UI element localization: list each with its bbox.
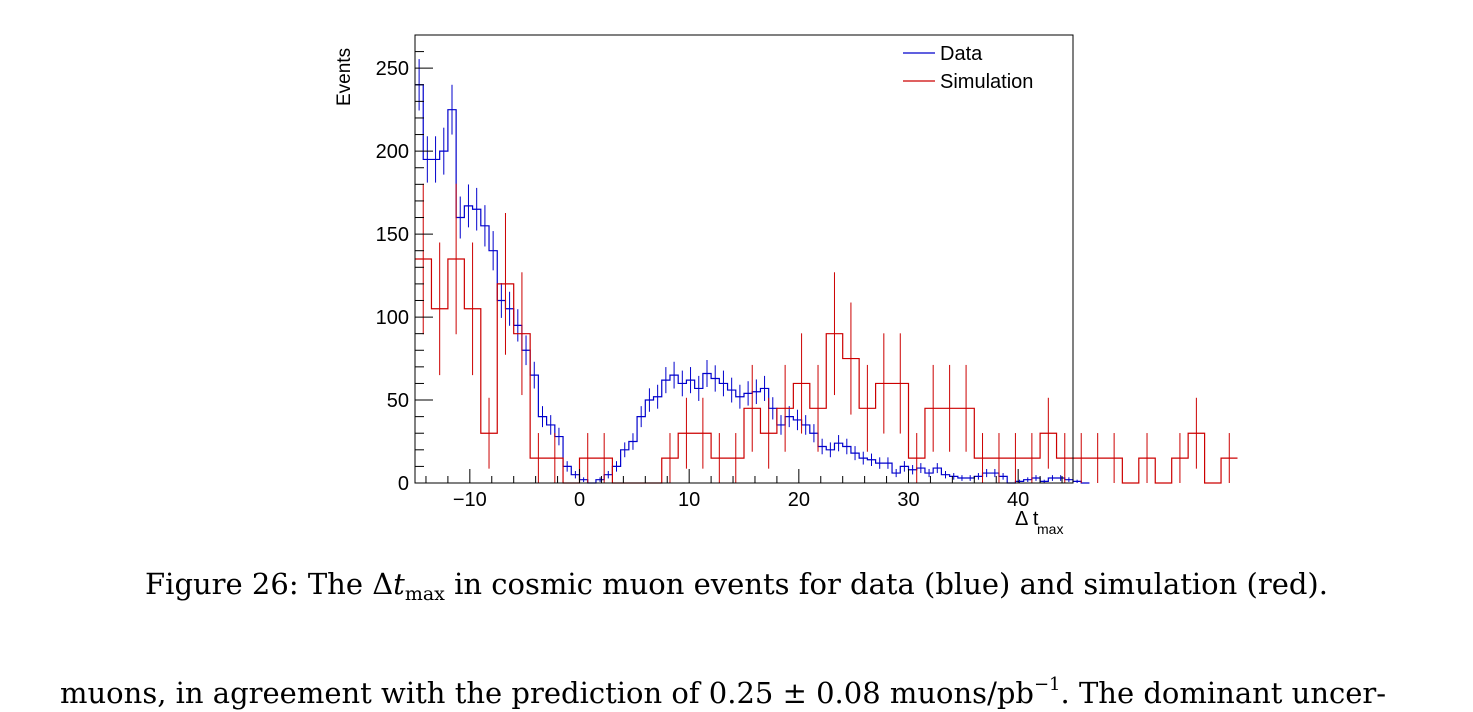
- body-text-after: . The dominant uncer-: [1060, 676, 1387, 710]
- body-text-before: muons, in agreement with the prediction …: [60, 676, 1034, 710]
- caption-suffix: in cosmic muon events for data (blue) an…: [444, 567, 1328, 601]
- histogram-figure: 0 50 100 150 200 250 −10 0 10 20 30 40 Events Δ tmax D…: [334, 34, 1238, 537]
- y-axis-title: Events: [334, 48, 355, 106]
- y-tick-label: 100: [376, 307, 409, 329]
- x-tick-label: −10: [453, 489, 487, 511]
- legend-label-data: Data: [940, 43, 983, 65]
- x-tick-label: 0: [574, 489, 585, 511]
- plot-frame: [414, 34, 1074, 484]
- y-tick-label: 50: [387, 390, 409, 412]
- y-tick-label: 250: [376, 58, 409, 80]
- body-paragraph: muons, in agreement with the prediction …: [60, 674, 1460, 710]
- x-tick-label: 10: [678, 489, 700, 511]
- y-tick-label: 150: [376, 224, 409, 246]
- caption-delta: Δ: [372, 567, 394, 601]
- body-text-sup: −1: [1033, 674, 1061, 695]
- caption-sub: max: [404, 583, 445, 605]
- caption-t: t: [393, 567, 405, 601]
- x-tick-label: 20: [788, 489, 810, 511]
- y-tick-label: 200: [376, 141, 409, 163]
- y-tick-label: 0: [398, 473, 409, 495]
- caption-prefix: Figure 26: The: [145, 567, 373, 601]
- x-tick-label: 40: [1007, 489, 1029, 511]
- x-axis-title-sub: max: [1037, 521, 1063, 537]
- series-simulation-line: [415, 258, 1238, 484]
- x-axis-title: Δ t: [1015, 508, 1039, 530]
- x-tick-label: 30: [897, 489, 919, 511]
- legend-label-simulation: Simulation: [940, 71, 1033, 93]
- figure-caption: Figure 26: The Δtmax in cosmic muon even…: [0, 567, 1473, 605]
